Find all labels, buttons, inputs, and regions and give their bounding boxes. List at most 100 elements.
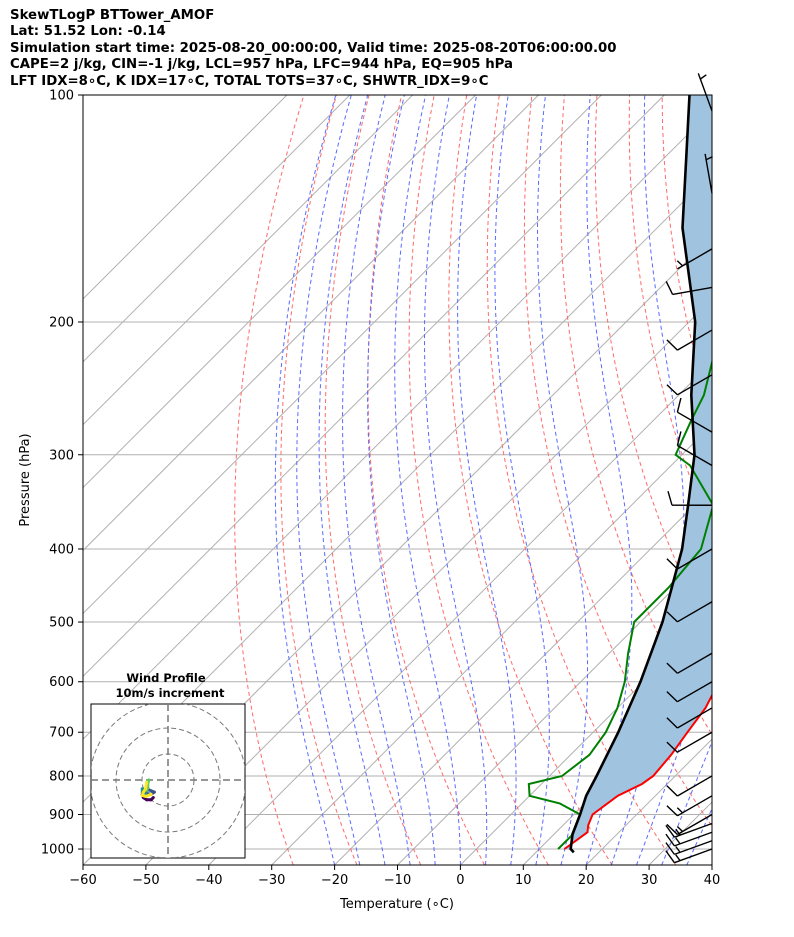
wind-barb-feather: [666, 691, 678, 703]
x-tick-label: −40: [195, 873, 222, 888]
dewpoint-line: [527, 358, 712, 850]
hodograph-segment: [144, 792, 153, 798]
wind-barb-half-feather: [705, 155, 713, 161]
background-lines: [83, 95, 794, 865]
wind-barb-staff: [672, 286, 713, 296]
wind-barb: [676, 248, 713, 270]
wind-barb-feather: [666, 823, 678, 836]
dry-adiabat: [408, 95, 549, 865]
temperature-line: [563, 693, 712, 850]
wind-barb-staff: [677, 329, 713, 351]
moist-adiabat: [536, 95, 588, 865]
x-tick-label: −30: [258, 873, 285, 888]
wind-barb-half-feather: [675, 854, 681, 862]
wind-barb-staff: [674, 840, 713, 856]
wind-barb-feather: [666, 384, 678, 396]
isotherm-gridline: [83, 95, 539, 552]
wind-barb-staff: [674, 822, 713, 838]
wind-barb: [666, 707, 713, 729]
wind-barb: [665, 831, 713, 847]
wind-barb: [665, 848, 713, 864]
hodograph-plot: [91, 704, 245, 858]
x-tick-label: 30: [641, 873, 658, 888]
y-axis-label: Pressure (hPa): [18, 433, 33, 526]
isotherm-gridline: [83, 95, 351, 363]
wind-barb-staff: [674, 848, 713, 864]
isotherm-gridline: [334, 486, 712, 865]
x-tick-label: 0: [456, 873, 464, 888]
y-tick-label: 500: [49, 616, 74, 631]
wind-barb-feather: [666, 741, 678, 753]
isotherm-gridline: [711, 864, 712, 865]
wind-barb-feather: [666, 558, 678, 570]
wind-barb-feather: [665, 850, 675, 864]
wind-barb-feather: [666, 785, 678, 797]
dry-adiabat: [760, 95, 794, 865]
dry-adiabat: [727, 95, 794, 865]
wind-barb: [667, 491, 713, 506]
wind-barb: [665, 280, 713, 296]
isotherm-gridline: [83, 95, 476, 489]
isotherm-gridline: [83, 109, 712, 740]
wind-barb: [666, 681, 713, 703]
wind-barb-half-feather: [676, 825, 684, 833]
y-tick-label: 1000: [41, 843, 74, 858]
y-tick-label: 100: [49, 89, 74, 104]
wind-barb-feather: [666, 662, 678, 674]
moist-adiabat: [394, 95, 461, 865]
dry-adiabat: [523, 95, 712, 828]
wind-barb-staff: [704, 153, 713, 194]
wind-barb: [666, 329, 713, 351]
wind-barb: [666, 374, 713, 396]
moist-adiabat: [342, 95, 411, 865]
wind-barb-feather: [666, 805, 678, 817]
wind-barb-staff: [677, 707, 713, 729]
wind-barb-feather: [667, 491, 673, 506]
wind-barb-feather: [676, 397, 682, 413]
wind-barb-staff: [677, 374, 713, 396]
dry-adiabat: [234, 95, 305, 865]
axes: −60 −50 −40 −30 −20 −10 0 10 20 30 40 100 200 300 400 5…: [41, 89, 720, 889]
chart-header: SkewTLogP BTTower_AMOF Lat: 51.52 Lon: -…: [10, 8, 617, 90]
wind-barb: [666, 652, 713, 674]
wind-barb-staff: [677, 652, 713, 674]
x-tick-label: −60: [69, 873, 96, 888]
wind-barb: [697, 73, 713, 112]
x-tick-label: −10: [384, 873, 411, 888]
isotherm-gridline: [83, 95, 288, 300]
dry-adiabat: [324, 95, 422, 865]
wind-barb-staff: [677, 444, 713, 467]
wind-barb-half-feather: [699, 74, 707, 80]
cape-area-fill: [564, 95, 712, 849]
y-tick-label: 900: [49, 808, 74, 823]
y-tick-label: 700: [49, 726, 74, 741]
moist-adiabat: [296, 95, 361, 865]
isotherm-gridline: [83, 95, 414, 426]
moist-adiabat: [274, 95, 337, 865]
dry-adiabat: [448, 95, 613, 865]
inset-subtitle: 10m/s increment: [116, 686, 225, 700]
parcel-line: [569, 95, 697, 854]
wind-barb-staff: [677, 548, 713, 570]
chart-title: SkewTLogP BTTower_AMOF: [10, 8, 215, 23]
y-tick-label: 400: [49, 542, 74, 557]
time-line: Simulation start time: 2025-08-20_00:00:…: [10, 40, 617, 56]
wind-barb: [666, 775, 713, 797]
moist-adiabat: [585, 95, 633, 865]
moist-adiabat: [367, 95, 436, 865]
wind-barb-staff: [697, 73, 713, 112]
wind-barb-feather: [666, 717, 678, 729]
moist-adiabat: [424, 95, 488, 865]
wind-barb-half-feather: [676, 807, 684, 814]
wind-barb: [666, 795, 713, 817]
x-tick-label: 10: [515, 873, 532, 888]
wind-barb-staff: [674, 831, 713, 847]
profile-series: [527, 95, 712, 854]
inset-title: Wind Profile: [126, 671, 206, 685]
y-tick-label: 600: [49, 675, 74, 690]
x-tick-label: 40: [704, 873, 721, 888]
wind-barb: [676, 397, 713, 433]
wind-barb-staff: [677, 775, 713, 797]
moist-adiabat: [686, 807, 712, 865]
